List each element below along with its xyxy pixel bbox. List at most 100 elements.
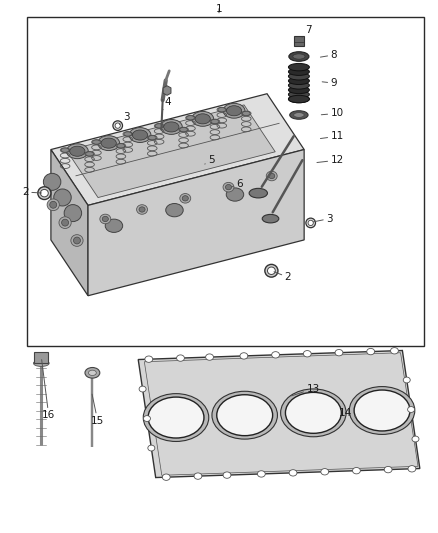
Ellipse shape [64, 205, 81, 222]
Text: 2: 2 [22, 187, 42, 197]
Ellipse shape [226, 184, 232, 190]
Ellipse shape [249, 188, 268, 198]
Ellipse shape [306, 218, 315, 228]
Ellipse shape [289, 470, 297, 476]
Text: 2: 2 [274, 272, 291, 282]
Polygon shape [51, 94, 304, 205]
Ellipse shape [47, 199, 59, 211]
Ellipse shape [177, 355, 184, 361]
Ellipse shape [218, 108, 226, 112]
Text: 13: 13 [292, 384, 320, 396]
Ellipse shape [129, 127, 151, 142]
Ellipse shape [288, 68, 309, 76]
Ellipse shape [155, 124, 163, 128]
Ellipse shape [43, 173, 61, 190]
Ellipse shape [100, 214, 111, 224]
Ellipse shape [67, 144, 88, 159]
Ellipse shape [50, 201, 57, 208]
Ellipse shape [258, 471, 265, 477]
Ellipse shape [160, 119, 182, 134]
Ellipse shape [293, 54, 305, 59]
Ellipse shape [164, 122, 179, 132]
Bar [34, 352, 48, 364]
Text: 6: 6 [232, 179, 243, 189]
Ellipse shape [223, 472, 231, 478]
Ellipse shape [54, 189, 71, 206]
Ellipse shape [288, 95, 309, 103]
Ellipse shape [354, 390, 410, 431]
Polygon shape [88, 150, 304, 296]
Ellipse shape [62, 219, 69, 226]
Ellipse shape [86, 152, 93, 156]
Ellipse shape [293, 112, 304, 117]
Text: 5: 5 [205, 155, 215, 165]
Ellipse shape [226, 106, 242, 116]
Ellipse shape [281, 389, 346, 437]
Ellipse shape [40, 189, 48, 197]
Ellipse shape [148, 397, 204, 438]
Ellipse shape [266, 171, 277, 181]
Ellipse shape [145, 356, 153, 362]
Ellipse shape [353, 467, 360, 474]
Ellipse shape [226, 188, 244, 201]
Ellipse shape [124, 132, 132, 136]
Ellipse shape [240, 353, 248, 359]
Ellipse shape [98, 136, 120, 150]
Ellipse shape [308, 220, 313, 225]
Ellipse shape [74, 237, 81, 244]
Ellipse shape [137, 205, 148, 214]
Ellipse shape [187, 116, 194, 120]
Ellipse shape [117, 144, 125, 148]
Ellipse shape [194, 473, 202, 479]
Ellipse shape [33, 360, 49, 367]
Ellipse shape [180, 193, 191, 203]
Ellipse shape [288, 82, 309, 89]
Text: 12: 12 [317, 155, 343, 165]
Ellipse shape [192, 111, 214, 126]
Ellipse shape [412, 436, 419, 442]
Ellipse shape [212, 391, 277, 439]
Ellipse shape [268, 267, 276, 274]
Ellipse shape [132, 130, 148, 140]
Text: 1: 1 [215, 4, 223, 14]
Ellipse shape [408, 466, 416, 472]
Ellipse shape [391, 348, 399, 354]
Bar [293, 36, 304, 46]
Ellipse shape [205, 354, 213, 360]
Ellipse shape [262, 214, 279, 223]
Ellipse shape [115, 123, 120, 128]
Ellipse shape [70, 146, 85, 156]
Polygon shape [163, 86, 171, 95]
Ellipse shape [403, 377, 410, 383]
Ellipse shape [139, 386, 146, 392]
Ellipse shape [102, 216, 108, 222]
Ellipse shape [288, 91, 309, 98]
Ellipse shape [384, 466, 392, 473]
Ellipse shape [265, 264, 278, 277]
Ellipse shape [59, 217, 71, 229]
Text: 15: 15 [91, 394, 104, 426]
Polygon shape [138, 351, 420, 478]
Ellipse shape [105, 219, 123, 232]
Text: 3: 3 [314, 214, 332, 224]
Ellipse shape [289, 52, 309, 61]
Text: 11: 11 [321, 131, 343, 141]
Ellipse shape [304, 351, 311, 357]
Ellipse shape [113, 121, 123, 131]
Ellipse shape [288, 77, 309, 85]
Ellipse shape [290, 111, 308, 119]
Text: 8: 8 [321, 50, 337, 60]
Ellipse shape [85, 368, 100, 378]
Text: 7: 7 [302, 25, 312, 38]
Text: 10: 10 [321, 108, 343, 118]
Text: 3: 3 [120, 111, 130, 125]
Ellipse shape [288, 72, 309, 80]
Ellipse shape [180, 127, 187, 132]
Text: 9: 9 [322, 78, 337, 88]
Ellipse shape [223, 182, 234, 192]
Ellipse shape [367, 349, 374, 355]
Ellipse shape [335, 350, 343, 356]
Ellipse shape [166, 204, 183, 217]
Ellipse shape [211, 119, 219, 124]
Ellipse shape [92, 140, 100, 144]
